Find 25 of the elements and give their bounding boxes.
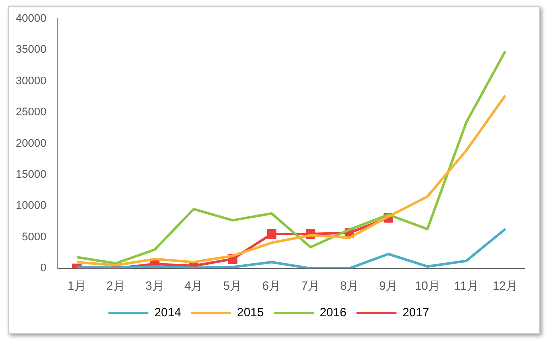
y-tick-label: 15000 [16,169,47,182]
x-tick-label: 6月 [262,279,282,294]
x-tick-label: 12月 [492,279,518,294]
x-tick-label: 7月 [301,279,320,294]
legend-label: 2016 [320,305,348,320]
x-tick-label: 10月 [414,279,440,294]
legend-label: 2014 [154,305,182,320]
x-tick-label: 1月 [68,279,86,294]
x-tick-label: 8月 [340,279,360,294]
y-tick-label: 5000 [22,231,47,244]
x-tick-label: 4月 [184,279,204,294]
legend-label: 2015 [237,305,264,320]
y-tick-label: 25000 [16,106,47,119]
y-tick-label: 0 [40,262,47,275]
y-tick-label: 35000 [16,44,47,56]
y-tick-label: 40000 [16,13,47,26]
x-tick-label: 5月 [224,279,242,294]
x-tick-label: 11月 [454,279,479,294]
x-tick-label: 9月 [379,279,398,294]
y-tick-label: 20000 [16,138,47,150]
x-tick-label: 2月 [106,279,126,294]
x-tick-label: 3月 [146,279,164,294]
legend-label: 2017 [402,305,430,320]
y-tick-label: 30000 [16,75,47,88]
y-tick-label: 10000 [16,200,47,212]
